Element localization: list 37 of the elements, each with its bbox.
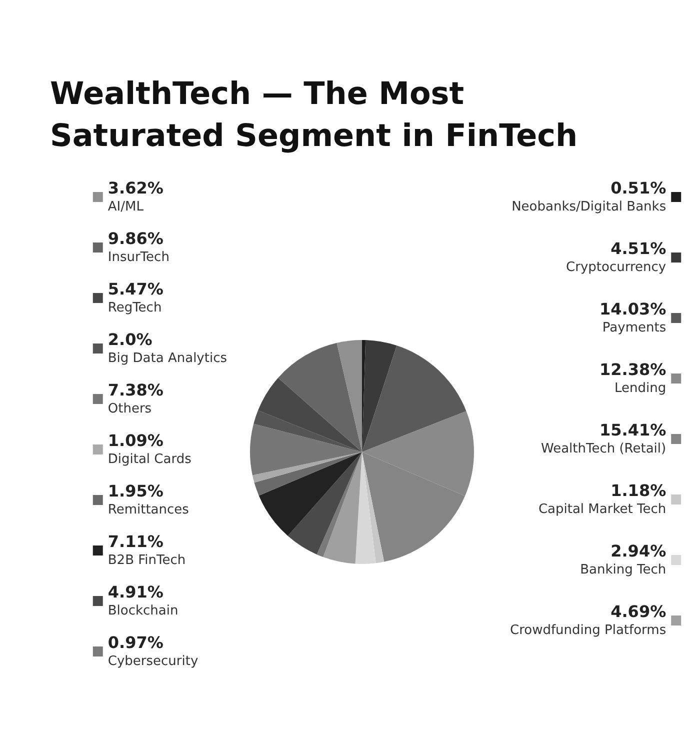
data-label: 1.09%	[108, 431, 164, 450]
legend-label: Cryptocurrency	[566, 260, 666, 275]
legend-label: Big Data Analytics	[108, 351, 228, 366]
legend-label: Digital Cards	[108, 452, 192, 467]
data-label: 5.47%	[108, 280, 164, 298]
legend-label: Crowdfunding Platforms	[510, 623, 666, 638]
legend-label: Remittances	[108, 502, 190, 518]
legend-label: RegTech	[108, 300, 162, 316]
legend-label: Others	[108, 402, 152, 416]
data-label: 0.97%	[108, 633, 164, 652]
data-label: 4.69%	[610, 602, 666, 621]
data-label: 0.51%	[610, 178, 666, 198]
legend-label: B2B FinTech	[108, 553, 186, 568]
legend-label: Lending	[614, 381, 666, 396]
chart-title: WealthTech — The Most Saturated Segment in FinTech	[50, 76, 578, 154]
data-label: 12.38%	[599, 360, 666, 379]
data-label: 4.51%	[610, 239, 666, 258]
legend-label: Cybersecurity	[108, 654, 198, 669]
data-label: 15.41%	[599, 420, 666, 440]
legend-label: Capital Market Tech	[538, 502, 666, 517]
legend-label: Blockchain	[108, 604, 178, 618]
data-label: 1.18%	[610, 481, 666, 500]
legend-label: Neobanks/Digital Banks	[512, 200, 666, 214]
legend-label: Payments	[602, 320, 666, 336]
legend-label: WealthTech (Retail)	[540, 442, 666, 456]
legend-label: InsurTech	[108, 250, 170, 265]
data-label: 9.86%	[108, 229, 164, 248]
legend-label: Banking Tech	[580, 562, 666, 578]
data-label: 2.94%	[610, 542, 666, 560]
data-label: 7.11%	[108, 532, 164, 551]
data-label: 4.91%	[108, 582, 164, 602]
data-label: 14.03%	[599, 300, 666, 318]
data-label: 3.62%	[108, 178, 164, 198]
data-label: 7.38%	[108, 380, 164, 400]
legend-label: AI/ML	[108, 200, 144, 214]
data-label: 2.0%	[108, 330, 152, 349]
data-label: 1.95%	[108, 482, 164, 500]
